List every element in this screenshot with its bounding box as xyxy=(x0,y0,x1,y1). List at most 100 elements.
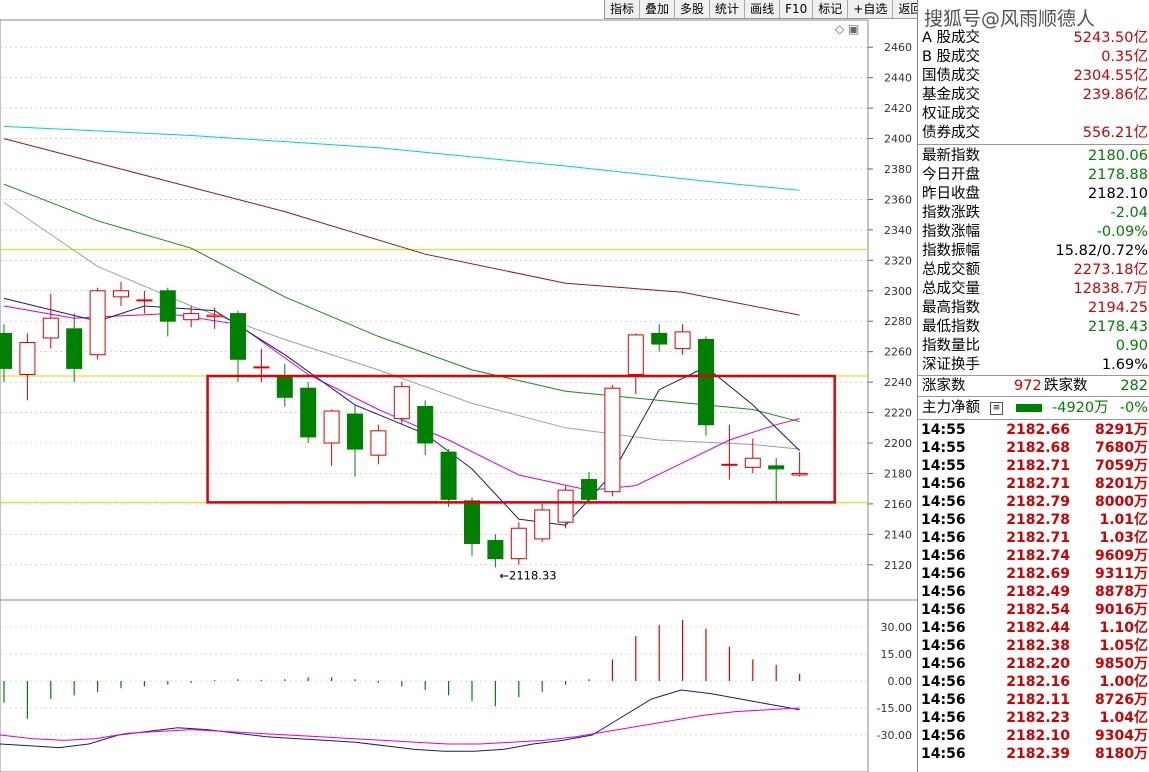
breadth-text: 涨家数 xyxy=(922,378,966,394)
main-flow-label: 主力净额 xyxy=(922,400,980,416)
row-label: 最高指数 xyxy=(922,300,980,316)
candle-body xyxy=(674,331,691,350)
row-label: 基金成交 xyxy=(922,87,980,103)
tick-time: 14:56 xyxy=(921,746,966,762)
breadth-row: 涨家数 972 跌家数 282 xyxy=(922,377,1148,395)
tick-time: 14:56 xyxy=(921,620,966,636)
tick-time: 14:56 xyxy=(921,692,966,708)
ma-line xyxy=(3,138,800,316)
y-tick-label: 2140 xyxy=(884,528,912,541)
tick-time: 14:56 xyxy=(921,548,966,564)
tick-volume: 9609万 xyxy=(1095,548,1148,564)
tick-price: 2182.23 xyxy=(1006,710,1070,726)
tick-volume: 8878万 xyxy=(1095,584,1148,600)
tick-price: 2182.69 xyxy=(1006,566,1070,582)
tick-time: 14:56 xyxy=(921,494,966,510)
kline-chart[interactable]: 2120 2140 2160 2180 2200 2220 2240 2260 2280 2300… xyxy=(0,0,917,772)
chart-corner-icons[interactable]: ◇ ▣ xyxy=(835,22,860,36)
toolbar-button-2[interactable]: 多股 xyxy=(675,0,711,18)
chart-toolbar: 指标 叠加 多股 统计 画线 F10 标记 +自选 返回 xyxy=(604,0,929,19)
row-value: 15.82/0.72% xyxy=(1055,243,1148,259)
tick-price: 2182.71 xyxy=(1006,530,1070,546)
list-icon[interactable]: ≡ xyxy=(990,402,1003,415)
row-value: 2273.18亿 xyxy=(1073,262,1148,278)
tick-time: 14:56 xyxy=(921,476,966,492)
index-row: 指数涨跌 -2.04 xyxy=(922,204,1148,222)
tick-row: 14:56 2182.23 1.04亿 xyxy=(918,709,1149,727)
breadth-text: 972 xyxy=(1014,378,1042,394)
divider xyxy=(918,419,1149,420)
index-row: 总成交量 12838.7万 xyxy=(922,280,1148,298)
sub-tick-label: -30.00 xyxy=(877,729,912,742)
tick-time: 14:55 xyxy=(921,422,966,438)
tick-volume: 7059万 xyxy=(1095,458,1148,474)
flow-bar xyxy=(1016,404,1042,412)
toolbar-button-1[interactable]: 叠加 xyxy=(640,0,676,18)
index-row: 今日开盘 2178.88 xyxy=(922,166,1148,184)
index-row: 指数振幅 15.82/0.72% xyxy=(922,242,1148,260)
tick-volume: 1.05亿 xyxy=(1099,638,1148,654)
tick-price: 2182.44 xyxy=(1006,620,1070,636)
row-value: 0.35亿 xyxy=(1101,49,1148,65)
tick-time: 14:56 xyxy=(921,656,966,672)
index-row: 最低指数 2178.43 xyxy=(922,318,1148,336)
candle-body xyxy=(66,328,83,369)
y-tick-label: 2380 xyxy=(884,163,912,176)
sub-tick-label: -15.00 xyxy=(877,702,912,715)
row-label: B 股成交 xyxy=(922,49,981,65)
sub-tick-label: 0.00 xyxy=(888,675,913,688)
tick-price: 2182.49 xyxy=(1006,584,1070,600)
candle-body xyxy=(230,313,246,360)
stat-row: 债券成交 556.21亿 xyxy=(922,124,1148,142)
y-tick-label: 2120 xyxy=(884,559,912,572)
candle-body xyxy=(791,472,808,476)
toolbar-button-4[interactable]: 画线 xyxy=(745,0,781,18)
row-label: 指数量比 xyxy=(922,338,980,354)
toolbar-button-6[interactable]: 标记 xyxy=(813,0,849,18)
candle-body xyxy=(347,413,363,450)
candle-body xyxy=(300,387,317,438)
row-value: 556.21亿 xyxy=(1082,125,1148,141)
toolbar-button-3[interactable]: 统计 xyxy=(710,0,746,18)
divider xyxy=(918,144,1149,145)
row-value: -0.09% xyxy=(1096,224,1148,240)
candle-body xyxy=(744,457,761,468)
y-tick-label: 2360 xyxy=(884,193,912,206)
candle-body xyxy=(276,375,293,398)
tick-volume: 8000万 xyxy=(1095,494,1148,510)
toolbar-button-5[interactable]: F10 xyxy=(780,0,814,18)
candle-body xyxy=(159,290,176,322)
toolbar-button-7[interactable]: +自选 xyxy=(848,0,894,18)
row-value: -2.04 xyxy=(1110,205,1148,221)
tick-price: 2182.71 xyxy=(1006,458,1070,474)
tick-row: 14:56 2182.49 8878万 xyxy=(918,583,1149,601)
divider xyxy=(918,396,1149,397)
tick-price: 2182.66 xyxy=(1006,422,1070,438)
stat-row: A 股成交 5243.50亿 xyxy=(922,29,1148,47)
index-row: 昨日收盘 2182.10 xyxy=(922,185,1148,203)
tick-volume: 8291万 xyxy=(1095,422,1148,438)
index-row: 总成交额 2273.18亿 xyxy=(922,261,1148,279)
sub-line xyxy=(0,689,800,752)
ma-line xyxy=(3,305,800,491)
market-info-panel: 搜狐号@风雨顺德人 A 股成交 5243.50亿 B 股成交 0.35亿 国债成交 230… xyxy=(917,0,1149,772)
sub-line xyxy=(0,707,800,745)
divider xyxy=(918,375,1149,376)
candle-body xyxy=(89,290,106,356)
tick-volume: 9016万 xyxy=(1095,602,1148,618)
tick-row: 14:56 2182.74 9609万 xyxy=(918,547,1149,565)
ma-line xyxy=(3,202,800,450)
row-value: 239.86亿 xyxy=(1082,87,1148,103)
row-label: 最低指数 xyxy=(922,319,980,335)
stat-row: 权证成交 xyxy=(922,105,1148,123)
toolbar-button-0[interactable]: 指标 xyxy=(605,0,641,18)
row-label: 总成交额 xyxy=(922,262,980,278)
row-value: 2178.43 xyxy=(1088,319,1148,335)
tick-price: 2182.39 xyxy=(1006,746,1070,762)
tick-time: 14:56 xyxy=(921,584,966,600)
tick-volume: 1.03亿 xyxy=(1099,530,1148,546)
row-label: 指数振幅 xyxy=(922,243,980,259)
row-value: 2180.06 xyxy=(1088,148,1148,164)
tick-volume: 9850万 xyxy=(1095,656,1148,672)
index-row: 指数涨幅 -0.09% xyxy=(922,223,1148,241)
